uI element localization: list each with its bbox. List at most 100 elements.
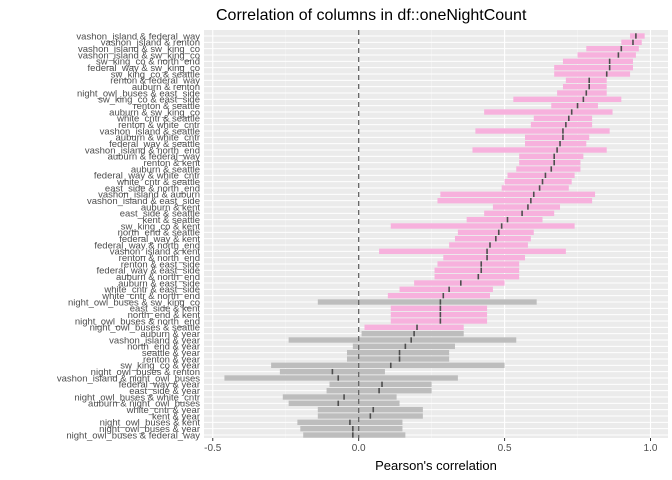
interval-bar (577, 52, 636, 58)
interval-bar (457, 229, 534, 236)
y-tick-labels: vashon_island & federal_wayvashon_island… (57, 31, 201, 441)
y-tick-label: night_owl_buses & federal_way (66, 430, 200, 441)
interval-bar (317, 299, 537, 305)
y-tick-label: vashon_island & sw_king_co (78, 44, 200, 55)
y-tick-label: night_owl_buses & seattle (90, 323, 200, 334)
y-tick-label: sw_king_co & east_side (98, 95, 200, 106)
interval-bar (551, 102, 598, 109)
interval-bar (414, 280, 505, 286)
y-tick-label: auburn & north_end (116, 272, 200, 283)
interval-bar (554, 64, 633, 71)
y-tick-label: renton & east_side (121, 259, 200, 270)
interval-bar (364, 324, 464, 331)
interval-bar (533, 115, 593, 122)
interval-bar (440, 191, 596, 198)
y-tick-label: vashon_island & seattle (100, 126, 200, 137)
interval-bar (513, 96, 622, 103)
y-tick-label: federal_way & north_end (94, 240, 200, 251)
y-tick-label: night_owl_buses & east_side (77, 88, 200, 99)
interval-bar (390, 311, 488, 318)
interval-bar (507, 172, 575, 179)
y-tick-label: east_side & seattle (120, 209, 200, 220)
interval-bar (621, 39, 642, 46)
y-tick-label: auburn & east_side (118, 278, 200, 289)
y-tick-label: vashon_island & auburn (98, 190, 200, 201)
estimate-markers (331, 33, 637, 438)
y-tick-label: east_side & north_end (105, 183, 200, 194)
interval-bar (449, 242, 528, 248)
y-tick-label: vashon_island & east_side (87, 196, 200, 207)
y-tick-label: sw_king_co & kent (121, 221, 201, 232)
interval-bar (390, 223, 575, 229)
y-tick-label: night_owl_buses & north_end (75, 316, 200, 327)
y-tick-label: white_cntr & year (126, 405, 200, 416)
interval-bar (390, 318, 488, 324)
interval-bar (519, 153, 584, 160)
interval-bar (492, 204, 561, 210)
y-tick-label: federal_way & seattle (109, 139, 200, 150)
y-tick-label: north_end & year (127, 342, 200, 353)
y-tick-label: white_cntr & north_end (101, 291, 200, 302)
y-tick-label: auburn & renton (132, 82, 200, 93)
interval-bar (317, 406, 423, 413)
interval-bar (516, 166, 581, 172)
y-tick-label: night_owl_buses & sw_king_co (68, 297, 200, 308)
interval-bar (472, 147, 607, 153)
interval-bar (519, 159, 581, 166)
x-axis-title: Pearson's correlation (375, 458, 497, 473)
y-tick-label: renton & north_end (119, 253, 200, 264)
y-tick-label: north_end & kent (128, 310, 201, 321)
y-tick-label: vashon_island & year (109, 335, 200, 346)
interval-bar (399, 286, 493, 293)
interval-bar (300, 425, 403, 432)
interval-bar (288, 337, 517, 343)
interval-bar (525, 134, 590, 141)
y-tick-label: vashon_island & night_owl_buses (57, 373, 200, 384)
interval-bar (454, 235, 531, 242)
y-tick-label: federal_way & east_side (96, 266, 200, 277)
y-tick-label: night_owl_buses & kent (100, 418, 201, 429)
interval-bar (303, 432, 406, 438)
interval-bar (530, 121, 593, 128)
interval-bar (434, 273, 520, 280)
y-tick-label: sw_king_co & seattle (111, 69, 200, 80)
interval-bar (562, 58, 633, 65)
interval-bar (565, 77, 607, 84)
x-tick-label: 0.0 (352, 443, 366, 454)
interval-bar (466, 216, 543, 223)
y-tick-label: sw_king_co & year (120, 361, 200, 372)
y-tick-label: renton & kent (143, 158, 200, 169)
y-tick-label: vashon_island & sw_king_co (78, 50, 200, 61)
interval-bar (443, 254, 526, 261)
interval-bar (437, 197, 593, 204)
y-tick-label: auburn & night_owl_buses (88, 399, 200, 410)
interval-bar (329, 381, 432, 388)
interval-bar (288, 400, 400, 407)
interval-bar (387, 292, 490, 299)
y-tick-label: east_side & kent (130, 304, 201, 315)
y-tick-label: auburn & sw_king_co (109, 107, 200, 118)
interval-bar (379, 248, 566, 255)
y-tick-label: auburn & seattle (131, 164, 200, 175)
x-tick-labels: -0.5 0.0 0.5 1.0 (204, 438, 658, 454)
interval-bar (525, 140, 587, 147)
y-tick-label: kent & year (152, 411, 200, 422)
y-tick-label: night_owl_buses & year (99, 424, 200, 435)
interval-bar (271, 362, 505, 369)
y-tick-label: federal_way & white_cntr (94, 171, 200, 182)
y-tick-label: white_cntr & seattle (116, 177, 200, 188)
interval-bar (554, 71, 631, 77)
y-tick-label: federal_way & kent (119, 234, 200, 245)
y-tick-label: renton & seattle (133, 101, 200, 112)
y-tick-label: renton & white_cntr (118, 120, 200, 131)
interval-bar (346, 349, 450, 356)
interval-bar (586, 45, 639, 52)
interval-bar (484, 210, 555, 217)
y-tick-label: kent & seattle (142, 215, 200, 226)
y-tick-label: auburn & year (140, 329, 200, 340)
y-tick-label: federal_way & year (119, 380, 200, 391)
y-tick-label: seattle & year (142, 348, 200, 359)
interval-bar (630, 33, 645, 39)
